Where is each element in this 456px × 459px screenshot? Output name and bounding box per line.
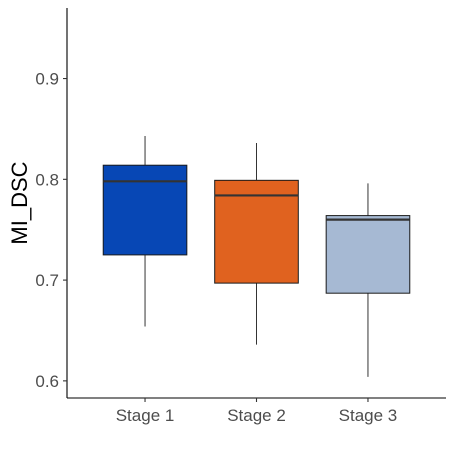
y-tick-label: 0.8 bbox=[35, 170, 59, 189]
box-1 bbox=[102, 135, 188, 327]
x-tick-label: Stage 3 bbox=[339, 406, 398, 425]
box-iqr bbox=[325, 215, 411, 294]
y-tick-label: 0.6 bbox=[35, 372, 59, 391]
x-axis-ticks: Stage 1 Stage 2 Stage 3 bbox=[116, 398, 398, 425]
y-tick-label: 0.7 bbox=[35, 271, 59, 290]
y-axis-title: MI_DSC bbox=[7, 161, 32, 244]
y-tick-label: 0.9 bbox=[35, 70, 59, 89]
x-tick-label: Stage 1 bbox=[116, 406, 175, 425]
box-2 bbox=[214, 143, 299, 345]
box-iqr bbox=[214, 179, 299, 284]
boxes-group bbox=[102, 135, 411, 377]
x-tick-label: Stage 2 bbox=[227, 406, 286, 425]
box-iqr bbox=[102, 164, 188, 256]
y-axis-ticks: 0.6 0.7 0.8 0.9 bbox=[35, 70, 67, 391]
box-3 bbox=[325, 183, 411, 377]
